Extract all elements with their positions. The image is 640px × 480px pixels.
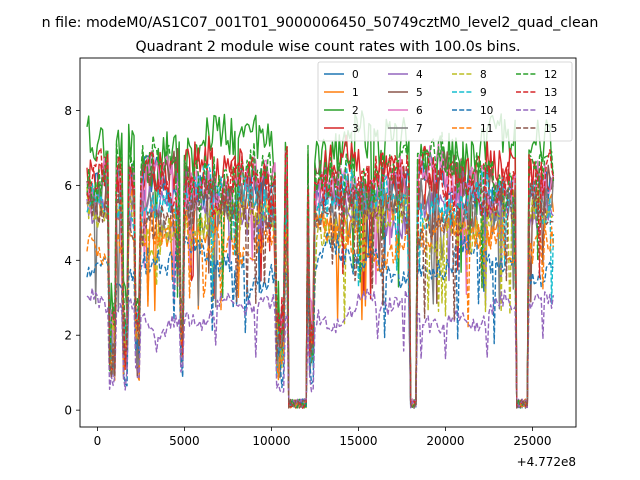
legend-label-0: 0: [352, 69, 359, 81]
y-tick-label: 6: [64, 179, 72, 193]
legend-label-14: 14: [544, 105, 558, 117]
legend-label-1: 1: [352, 87, 359, 99]
y-tick-label: 0: [64, 404, 72, 418]
chart-title: Quadrant 2 module wise count rates with …: [135, 39, 520, 55]
x-tick-label: 15000: [339, 434, 377, 448]
plot-frame: [79, 57, 577, 428]
legend-box: [317, 61, 573, 142]
series-line-11: [86, 203, 555, 409]
y-tick-label: 2: [64, 329, 72, 343]
legend-label-3: 3: [352, 123, 359, 135]
legend-label-2: 2: [352, 105, 359, 117]
x-axis: 0 5000 10000 15000 20000 25000: [94, 427, 552, 448]
x-tick-label: 5000: [169, 434, 200, 448]
legend-label-10: 10: [480, 105, 493, 117]
series-line-12: [86, 131, 555, 409]
y-tick-label: 8: [64, 104, 72, 118]
legend-label-8: 8: [480, 69, 487, 81]
legend-label-5: 5: [416, 87, 423, 99]
legend-label-9: 9: [480, 87, 487, 99]
series-line-14: [86, 287, 555, 409]
legend-label-12: 12: [544, 69, 557, 81]
x-tick-label: 10000: [252, 434, 290, 448]
series-line-7: [86, 174, 555, 409]
y-axis: 0 2 4 6 8: [64, 104, 80, 418]
legend-label-15: 15: [544, 123, 557, 135]
x-offset-label: +4.772e8: [517, 455, 576, 469]
series-line-15: [86, 174, 554, 409]
legend-label-4: 4: [416, 69, 423, 81]
series-layer: [86, 110, 555, 409]
series-line-9: [86, 162, 555, 409]
figure-suptitle: n file: modeM0/AS1C07_001T01_9000006450_…: [42, 15, 599, 31]
legend-label-7: 7: [416, 123, 423, 135]
legend-label-6: 6: [416, 105, 423, 117]
x-tick-label: 20000: [426, 434, 464, 448]
legend-label-11: 11: [480, 123, 493, 135]
x-tick-label: 25000: [513, 434, 551, 448]
x-tick-label: 0: [94, 434, 102, 448]
legend-label-13: 13: [544, 87, 557, 99]
y-tick-label: 4: [64, 254, 72, 268]
